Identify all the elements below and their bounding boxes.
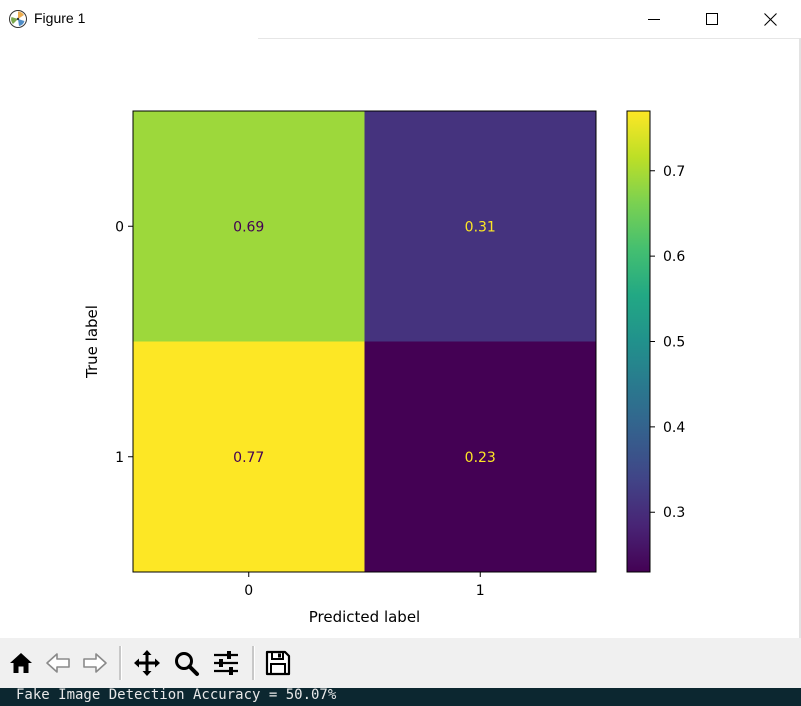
cell-value-label: 0.69 <box>233 219 264 235</box>
confusion-matrix-canvas: 0.69 0.31 0.77 0.23 0 1 0 1 Predicted label True … <box>83 110 685 626</box>
close-button[interactable] <box>741 0 799 38</box>
minimize-button[interactable] <box>625 0 683 38</box>
back-button[interactable] <box>41 646 75 680</box>
home-icon <box>10 653 32 673</box>
cell-value-label: 0.77 <box>233 450 264 466</box>
matrix-cell <box>133 111 365 342</box>
maximize-icon <box>706 13 718 25</box>
matrix-cell <box>133 341 365 573</box>
cell-value-label: 0.23 <box>465 450 496 466</box>
back-icon <box>46 653 70 673</box>
y-axis-label: True label <box>83 305 101 379</box>
zoom-button[interactable] <box>169 646 203 680</box>
configure-subplots-button[interactable] <box>209 646 243 680</box>
colorbar-tick-label: 0.7 <box>663 164 685 180</box>
save-icon <box>265 650 291 676</box>
window-titlebar: Figure 1 <box>0 0 801 38</box>
window-edge <box>799 38 801 638</box>
forward-button[interactable] <box>78 646 112 680</box>
matrix-cell <box>364 341 597 573</box>
minimize-icon <box>648 19 660 20</box>
cell-value-label: 0.31 <box>465 219 496 235</box>
console-line: Fake Image Detection Accuracy = 50.07% <box>16 687 337 703</box>
axes-frame <box>132 110 597 573</box>
matrix-cell <box>364 111 597 342</box>
x-tick-label: 0 <box>244 583 253 599</box>
matplotlib-icon <box>8 9 28 29</box>
maximize-button[interactable] <box>683 0 741 38</box>
window-title: Figure 1 <box>34 10 86 26</box>
navigation-toolbar <box>0 638 801 688</box>
configure-subplots-icon <box>214 651 238 675</box>
home-button[interactable] <box>4 646 38 680</box>
y-tick-label: 0 <box>115 219 124 235</box>
x-tick-label: 1 <box>476 583 485 599</box>
console-output: Fake Image Detection Accuracy = 50.07% <box>0 687 801 706</box>
colorbar-tick-label: 0.3 <box>663 505 685 521</box>
y-tick-label: 1 <box>115 450 124 466</box>
colorbar-tick-label: 0.6 <box>663 249 685 265</box>
x-axis-label: Predicted label <box>309 608 420 626</box>
titlebar-divider <box>258 38 801 39</box>
forward-icon <box>83 653 107 673</box>
colorbar <box>626 110 651 573</box>
toolbar-separator <box>252 646 255 680</box>
colorbar-tick-label: 0.5 <box>663 335 685 351</box>
zoom-icon <box>175 652 199 676</box>
pan-icon <box>134 650 160 676</box>
pan-button[interactable] <box>130 646 164 680</box>
colorbar-tick-label: 0.4 <box>663 420 685 436</box>
save-button[interactable] <box>261 646 295 680</box>
toolbar-separator <box>119 646 122 680</box>
close-icon <box>763 12 777 26</box>
